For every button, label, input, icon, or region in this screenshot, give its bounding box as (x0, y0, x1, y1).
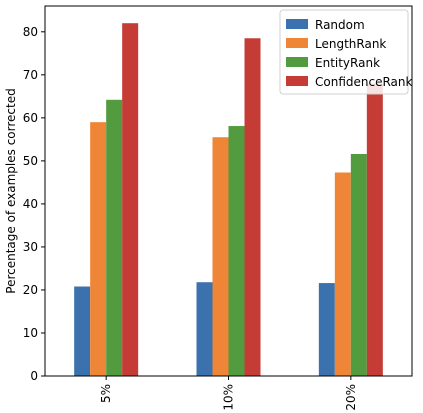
bar-random-10pct (196, 282, 213, 376)
bar-lengthrank-10pct (212, 137, 229, 376)
bar-random-20pct (318, 283, 335, 376)
legend-label-entityrank: EntityRank (315, 56, 380, 70)
bar-group (74, 23, 383, 377)
y-axis-title: Percentage of examples corrected (4, 88, 18, 293)
x-tick-label: 10% (222, 384, 236, 411)
legend-swatch-random (286, 19, 308, 29)
y-tick-label: 20 (23, 283, 38, 297)
y-tick-label: 60 (23, 111, 38, 125)
bar-entityrank-5pct (106, 99, 123, 376)
bar-entityrank-10pct (228, 126, 245, 376)
bar-confidencerank-10pct (244, 38, 261, 376)
bar-confidencerank-20pct (366, 83, 383, 376)
legend-label-random: Random (315, 18, 365, 32)
legend: Random LengthRank EntityRank ConfidenceRank (279, 9, 413, 95)
bar-random-5pct (74, 286, 91, 376)
y-axis: 0 10 20 30 40 50 60 70 80 (23, 25, 45, 383)
legend-swatch-confidencerank (286, 76, 308, 86)
y-tick-label: 40 (23, 197, 38, 211)
legend-label-lengthrank: LengthRank (315, 37, 386, 51)
y-tick-label: 10 (23, 326, 38, 340)
legend-swatch-lengthrank (286, 38, 308, 48)
x-tick-label: 5% (99, 384, 113, 403)
legend-swatch-entityrank (286, 57, 308, 67)
x-tick-label: 20% (344, 384, 358, 411)
y-tick-label: 80 (23, 25, 38, 39)
y-tick-label: 30 (23, 240, 38, 254)
bar-lengthrank-20pct (334, 172, 351, 376)
bar-entityrank-20pct (350, 154, 367, 376)
legend-box (279, 9, 409, 95)
y-tick-label: 70 (23, 68, 38, 82)
y-tick-label: 0 (30, 369, 38, 383)
bar-lengthrank-5pct (90, 122, 107, 377)
x-axis: 5% 10% 20% (99, 376, 358, 411)
plot-frame (44, 5, 413, 377)
legend-label-confidencerank: ConfidenceRank (315, 75, 413, 89)
y-tick-label: 50 (23, 154, 38, 168)
bar-confidencerank-5pct (122, 23, 139, 377)
